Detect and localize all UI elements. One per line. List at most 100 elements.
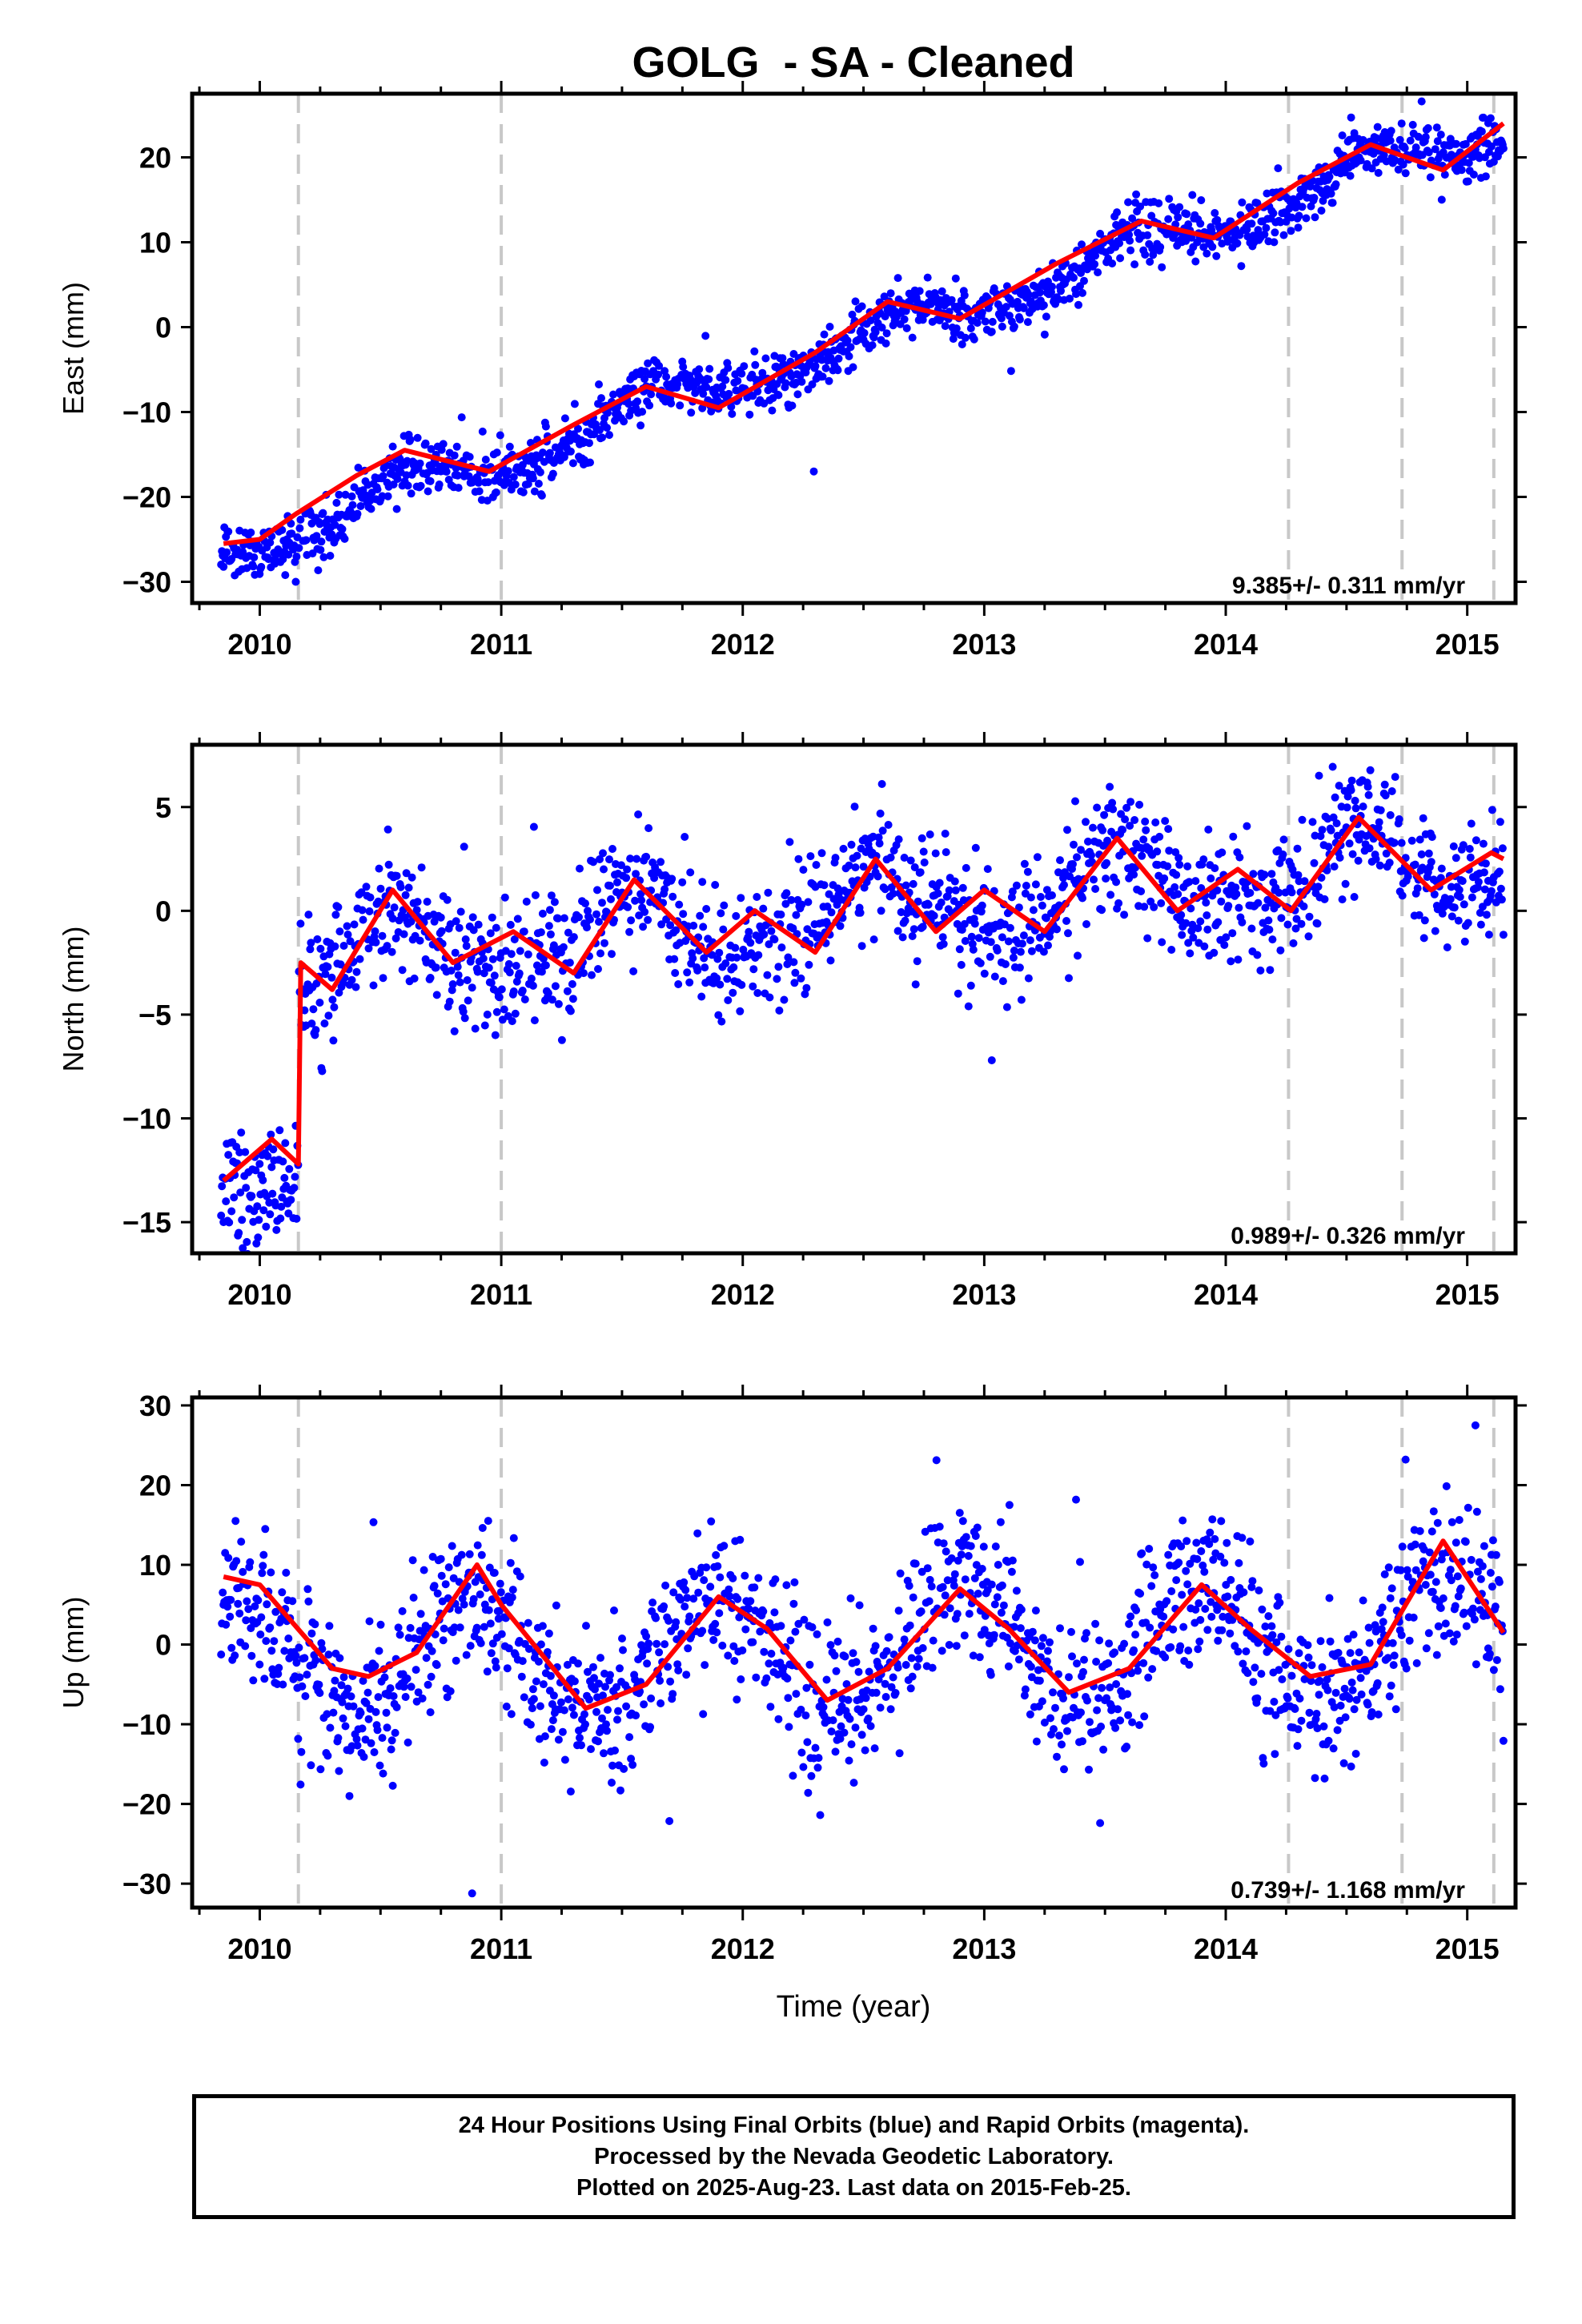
data-point [583, 923, 591, 932]
data-point [608, 950, 616, 959]
data-point [1033, 853, 1042, 862]
data-point [1195, 1637, 1204, 1646]
data-point [1040, 330, 1049, 339]
data-point [767, 927, 776, 935]
data-point [876, 1703, 885, 1712]
data-point [681, 1586, 690, 1594]
data-point [1323, 1686, 1332, 1695]
data-point [462, 1651, 471, 1659]
data-point [483, 1010, 492, 1019]
data-point [1186, 949, 1195, 958]
data-point [1371, 854, 1380, 863]
data-point [850, 802, 859, 811]
data-point [439, 440, 448, 448]
data-point [1159, 1612, 1168, 1621]
data-point [803, 1738, 812, 1747]
data-point [677, 1595, 685, 1604]
data-point [941, 1591, 950, 1600]
data-point [1277, 1632, 1286, 1641]
data-point [457, 1550, 466, 1559]
data-point [604, 408, 612, 417]
data-point [696, 911, 705, 920]
data-point [1329, 1744, 1338, 1753]
data-point [942, 848, 950, 857]
data-point [474, 920, 483, 929]
data-point [774, 963, 783, 971]
data-point [754, 1574, 763, 1582]
data-point [544, 1629, 553, 1638]
data-point [315, 1680, 323, 1689]
data-point [471, 1024, 480, 1033]
data-point [1038, 901, 1046, 910]
data-point [1472, 1660, 1480, 1669]
data-point [1453, 1572, 1462, 1581]
data-point [632, 1711, 640, 1720]
data-point [1268, 1630, 1277, 1639]
data-point [263, 1600, 271, 1609]
data-point [1364, 790, 1373, 799]
data-point [941, 830, 950, 838]
data-point [1032, 1737, 1041, 1746]
data-point [980, 1626, 989, 1634]
data-point [617, 861, 625, 870]
data-point [492, 1663, 500, 1672]
data-point [375, 1761, 384, 1770]
data-point [460, 1600, 468, 1609]
data-point [646, 1723, 655, 1731]
data-point [1191, 877, 1200, 886]
data-point [859, 1705, 868, 1714]
data-point [674, 980, 683, 988]
data-point [893, 927, 902, 935]
data-point [1347, 786, 1355, 794]
data-point [1105, 1639, 1114, 1648]
data-point [379, 1769, 387, 1778]
data-point [821, 364, 830, 372]
data-point [391, 1728, 400, 1737]
data-point [334, 1734, 343, 1743]
data-point [365, 907, 374, 915]
data-point [388, 442, 397, 451]
data-point [341, 490, 350, 499]
data-point [292, 553, 301, 561]
data-point [1203, 249, 1211, 258]
data-point [1338, 131, 1347, 140]
data-point [347, 975, 356, 984]
data-point [781, 899, 790, 908]
data-point [836, 1735, 845, 1743]
data-point [1452, 139, 1460, 148]
data-point [1238, 198, 1247, 207]
data-point [1349, 1630, 1358, 1639]
data-point [1189, 933, 1198, 942]
data-point [1243, 1669, 1252, 1678]
data-point [403, 1675, 412, 1683]
data-point [756, 1627, 765, 1636]
data-point [454, 971, 463, 979]
data-point [1187, 927, 1196, 935]
data-point [1204, 825, 1213, 834]
data-point [304, 1597, 313, 1606]
data-point [946, 1604, 954, 1613]
data-point [284, 1634, 293, 1642]
data-point [1381, 791, 1390, 800]
data-point [484, 1606, 493, 1614]
data-point [1354, 856, 1363, 865]
data-point [1196, 219, 1205, 228]
data-point [1158, 938, 1166, 947]
data-point [528, 474, 537, 483]
data-point [1257, 1670, 1266, 1679]
data-point [814, 1754, 823, 1763]
data-point [813, 1630, 821, 1638]
data-point [1044, 941, 1052, 950]
data-point [1202, 899, 1211, 907]
data-point [266, 1210, 275, 1219]
data-point [456, 1623, 464, 1632]
data-point [1077, 1708, 1085, 1717]
data-point [1363, 1700, 1372, 1709]
data-point [1260, 230, 1269, 239]
data-point [1130, 260, 1139, 269]
data-point [1014, 1655, 1023, 1664]
data-point [801, 1711, 810, 1720]
y-tick-label: 0 [155, 312, 171, 344]
data-point [822, 1675, 831, 1684]
data-point [1111, 1723, 1120, 1732]
